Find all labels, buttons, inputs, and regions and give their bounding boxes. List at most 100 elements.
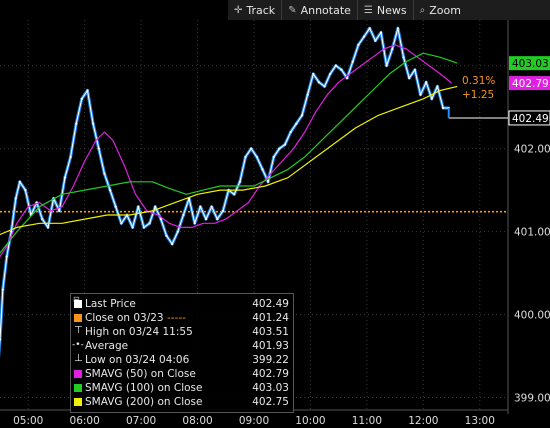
legend-value: 403.51 [252,326,289,338]
price-point [14,197,17,200]
price-point [346,76,349,80]
legend-swatch-last-price [74,300,82,308]
high-marker-icon: ⊤ [74,325,83,336]
legend-label: Last Price [85,298,136,310]
change-absolute-label: +1.25 [462,89,494,101]
annotate-button[interactable]: ✎ Annotate [281,0,357,20]
price-point [306,93,309,96]
price-point [408,76,411,80]
x-tick-label: 06:00 [70,415,100,427]
price-point [1,288,4,291]
price-point [396,27,400,30]
legend-value: 402.75 [252,396,289,408]
price-point [18,180,21,183]
legend-row-high: ⊤ High on 03/24 11:55 403.51 [71,325,293,339]
price-point [374,39,377,42]
sma100-price-tag: 403.03 [512,58,549,70]
zoom-label: Zoom [429,3,461,17]
track-button[interactable]: ✛ Track [228,0,281,20]
legend-swatch-close [74,314,82,322]
zoom-button[interactable]: ⌕ Zoom [412,0,467,20]
price-point [357,43,360,46]
price-point [210,205,213,208]
legend-row-sma50: SMAVG (50) on Close 402.79 [71,367,293,381]
price-point [142,226,146,229]
price-point [413,68,416,71]
price-point [295,122,298,125]
price-point [120,222,123,225]
price-point [250,147,253,150]
y-tick-label: 400.00 [514,310,550,322]
price-point [244,155,247,159]
price-point [300,114,304,117]
news-button[interactable]: ☰ News [356,0,413,20]
legend-value: 402.49 [252,298,289,310]
price-point [368,27,371,30]
pencil-icon: ✎ [288,4,297,16]
price-point [351,60,354,63]
price-point [317,81,321,84]
legend-row-sma100: SMAVG (100) on Close 403.03 [71,381,293,395]
price-point [221,209,225,212]
price-point [114,205,117,208]
chart-legend[interactable]: ⊟ Last Price 402.49 Close on 03/23 -----… [70,293,294,413]
price-point [255,155,258,159]
price-point [92,122,95,125]
price-point [216,218,219,221]
legend-label: High on 03/24 11:55 [85,326,193,338]
price-point [379,31,383,34]
price-point [75,122,78,125]
price-point [103,172,106,175]
sma100-price-tag-bg [509,56,550,71]
x-tick-label: 12:00 [408,415,438,427]
legend-value: 399.22 [252,354,289,366]
price-point [441,106,445,110]
magnifier-icon: ⌕ [419,4,426,16]
price-point [41,218,44,221]
x-tick-label: 13:00 [465,415,495,427]
annotate-label: Annotate [300,3,351,17]
price-point [425,81,428,84]
price-point [329,72,332,76]
legend-label: Close on 03/23 ----- [85,312,186,324]
x-tick-label: 07:00 [126,415,156,427]
price-point [80,97,83,100]
price-point [58,209,61,212]
legend-swatch-sma100 [74,384,82,392]
x-tick-label: 09:00 [239,415,269,427]
news-icon: ☰ [363,4,373,16]
price-point [261,168,264,171]
price-point [10,230,13,233]
average-marker-icon: -•- [72,340,84,350]
legend-label: SMAVG (200) on Close [85,396,203,408]
last-price-tag-bg [508,110,550,126]
legend-collapse-icon[interactable]: ⊟ [73,295,80,304]
crosshair-icon: ✛ [234,4,243,16]
series-smavg-100-on-close [0,52,458,254]
last-price-tag: 402.49 [512,113,549,125]
legend-value: 401.24 [252,312,289,324]
legend-row-average: -•- Average 401.93 [71,339,293,353]
price-point [334,64,337,67]
price-point [171,242,174,246]
price-point [278,147,281,150]
y-tick-label: 402.00 [514,144,550,156]
series-smavg-50-on-close [0,44,452,258]
price-point [204,218,208,221]
price-point [272,155,275,159]
y-tick-label: 399.00 [514,393,550,405]
sma50-price-tag: 402.79 [512,78,549,90]
price-point [312,72,315,76]
price-point [108,189,112,192]
price-point [86,89,89,92]
news-label: News [376,3,407,17]
price-point [362,35,366,38]
x-tick-label: 10:00 [295,415,325,427]
price-point [63,176,67,179]
y-tick-label: 401.00 [514,227,550,239]
legend-row-low: ⊥ Low on 03/24 04:06 399.22 [71,353,293,367]
price-point [193,222,196,225]
price-point [283,143,287,146]
series-smavg-200-on-close [0,85,458,236]
price-point [323,85,326,88]
